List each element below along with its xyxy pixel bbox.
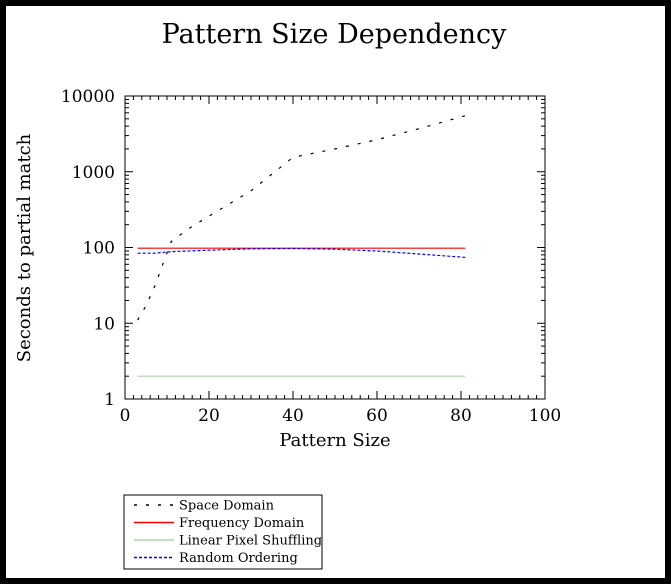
y-tick-label: 10000: [61, 87, 115, 107]
x-tick-label: 80: [450, 406, 472, 426]
legend-label: Space Domain: [179, 499, 275, 514]
y-tick-label: 1: [104, 390, 115, 410]
series-layer: [137, 115, 466, 377]
chart: Pattern Size Dependency 0 20 40 60 80 100 1 10…: [14, 19, 561, 570]
x-tick-label: 60: [366, 406, 388, 426]
x-tick-label: 40: [282, 406, 304, 426]
y-tick-label: 10: [93, 314, 115, 334]
y-tick-label: 100: [83, 239, 115, 259]
chart-title: Pattern Size Dependency: [162, 19, 508, 50]
x-tick-label: 100: [529, 406, 561, 426]
legend-label: Linear Pixel Shuffling: [179, 534, 322, 549]
x-tick-label: 0: [120, 406, 131, 426]
chart-frame: Pattern Size Dependency 0 20 40 60 80 100 1 10…: [6, 6, 665, 578]
legend-label: Frequency Domain: [179, 516, 305, 531]
y-axis: 1 10 100 1000 10000: [61, 87, 545, 410]
x-tick-label: 20: [198, 406, 220, 426]
y-tick-label: 1000: [72, 163, 115, 183]
series-line-1: [137, 115, 466, 321]
legend-label: Random Ordering: [179, 551, 298, 566]
y-axis-label: Seconds to partial match: [14, 133, 35, 362]
plot-area: [124, 95, 546, 400]
series-line-4: [137, 247, 466, 258]
x-axis: 0 20 40 60 80 100: [120, 96, 561, 426]
legend-box: [123, 494, 323, 570]
legend: Space Domain Frequency Domain Linear Pixel…: [123, 494, 323, 570]
x-axis-label: Pattern Size: [279, 430, 390, 451]
